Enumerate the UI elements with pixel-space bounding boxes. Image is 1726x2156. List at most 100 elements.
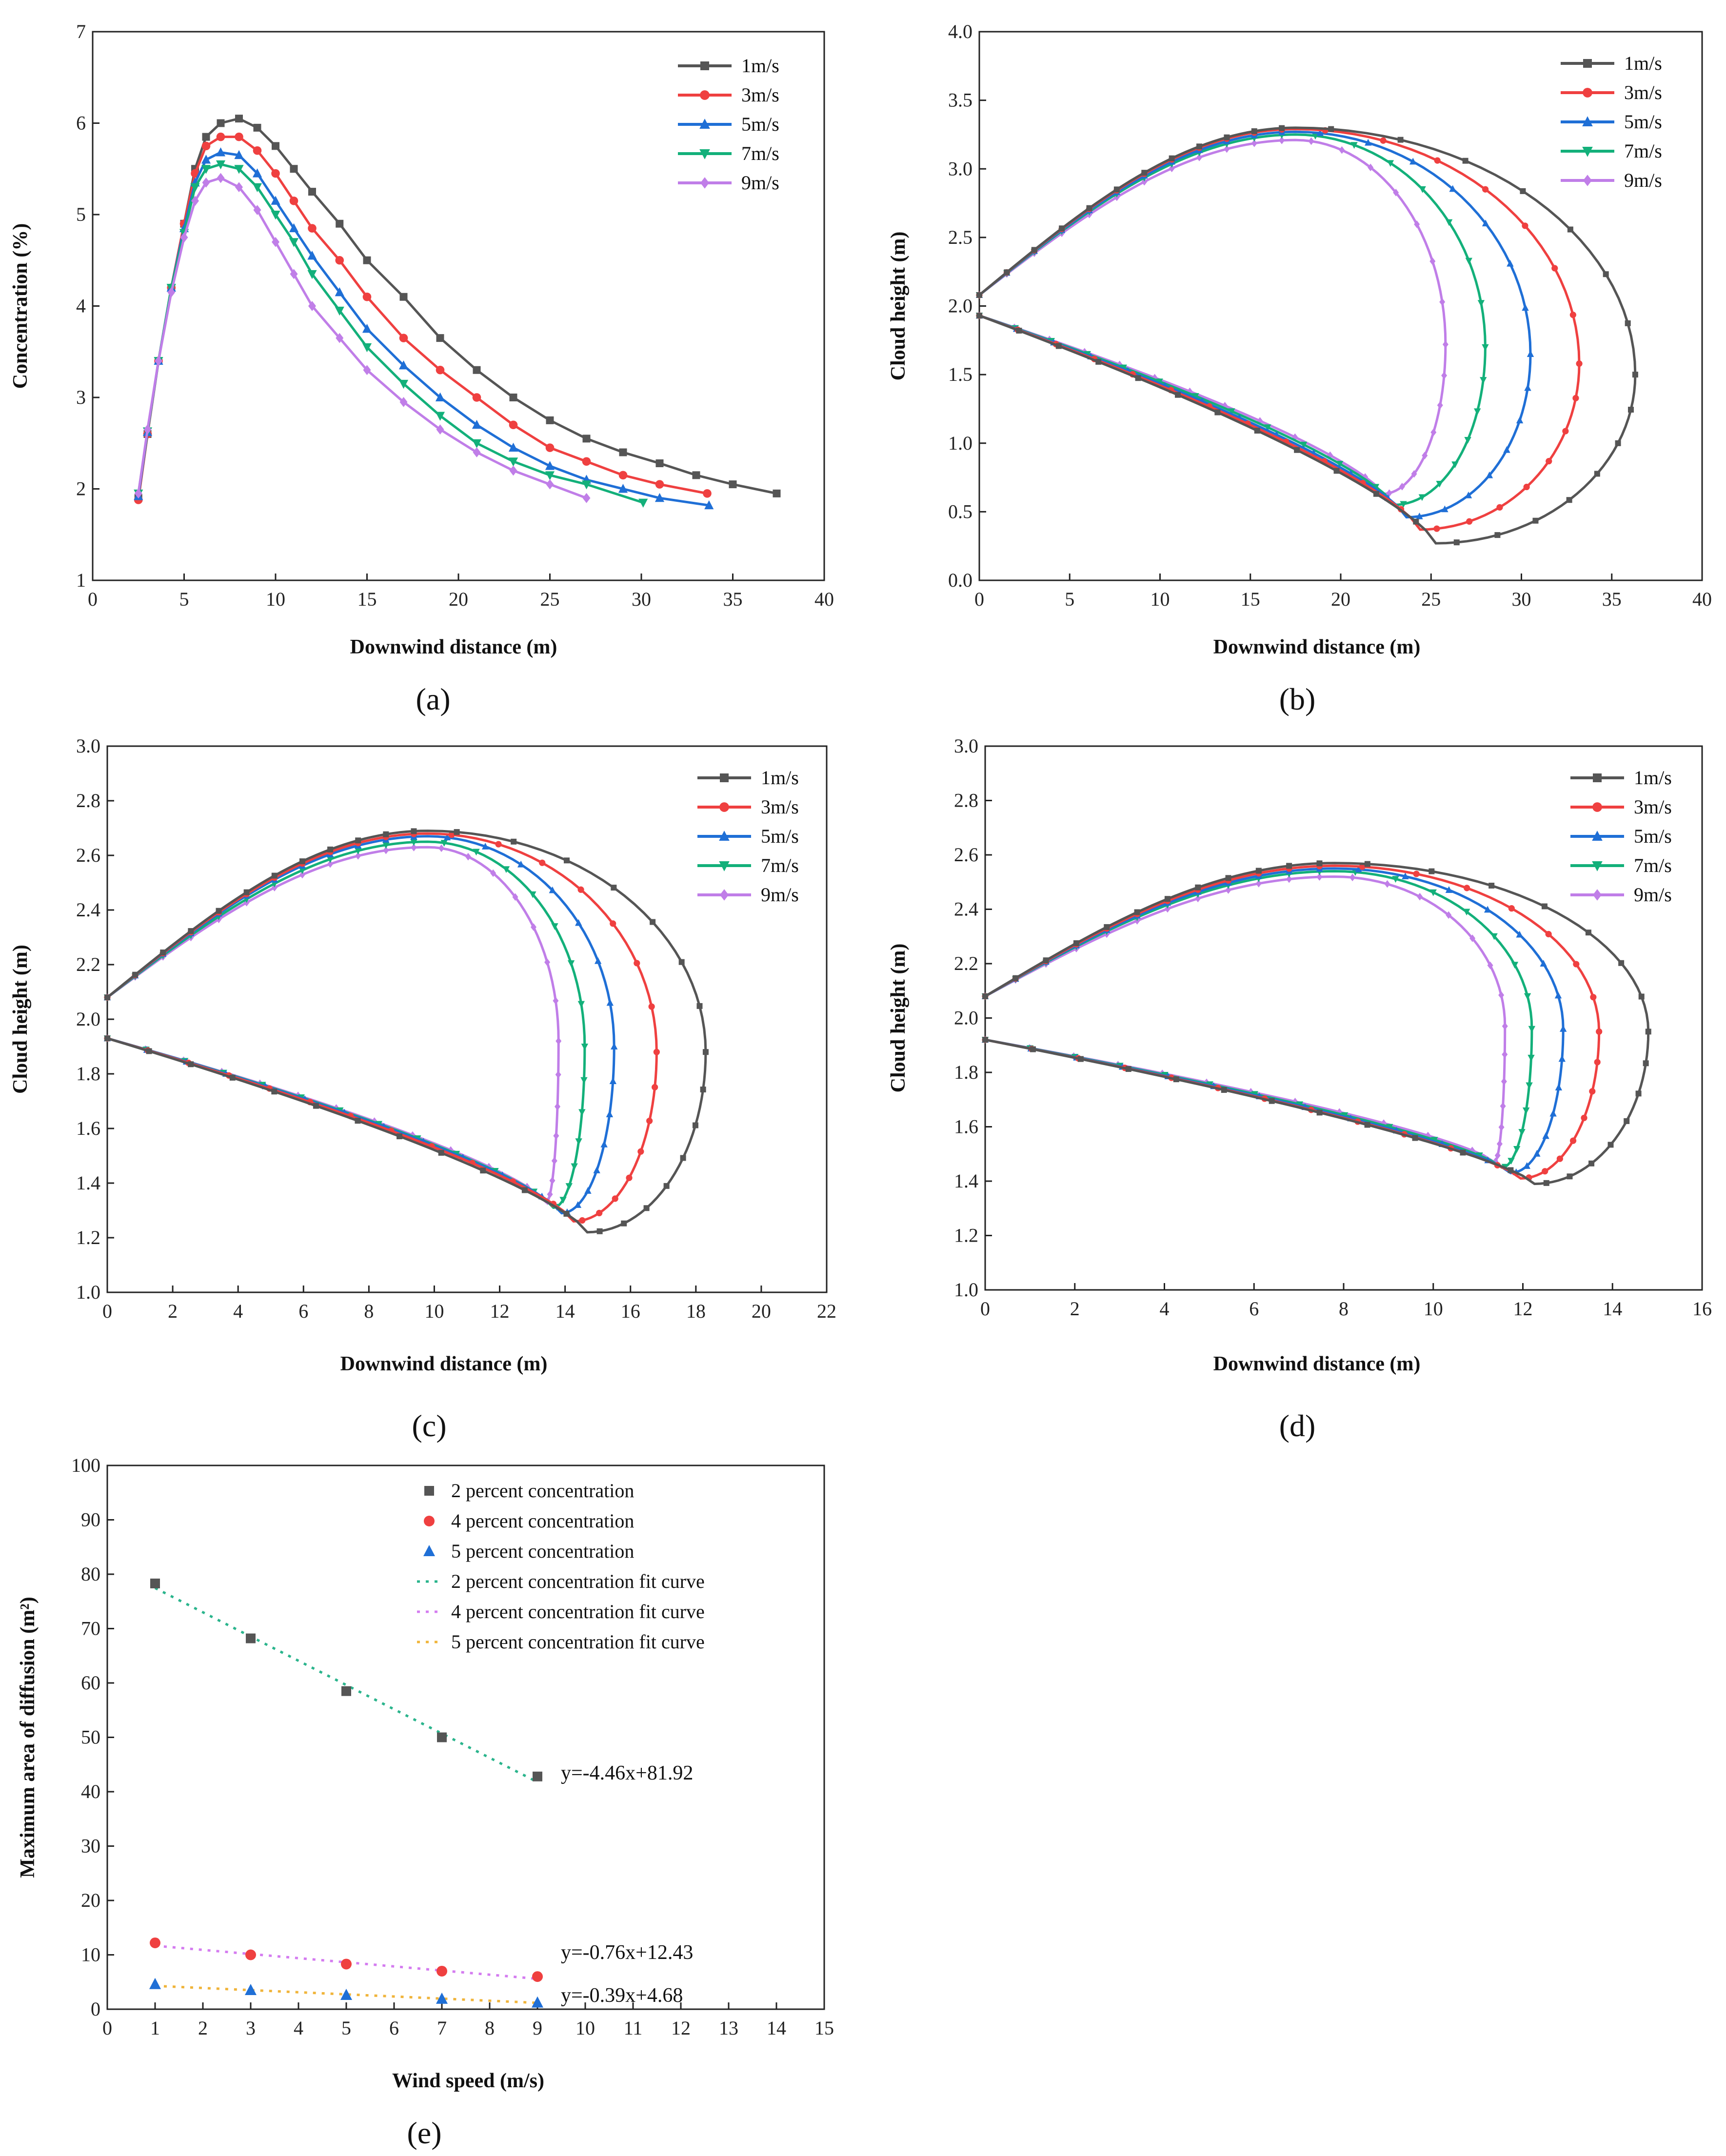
a-data-point xyxy=(618,484,628,493)
a-data-point xyxy=(307,270,317,279)
b-data-point xyxy=(1004,269,1010,276)
a-data-point xyxy=(618,471,628,480)
d-data-point xyxy=(1638,993,1645,1000)
b-data-point xyxy=(1465,257,1472,265)
b-data-point xyxy=(1399,483,1405,491)
c-y-tick-label: 1.4 xyxy=(76,1172,100,1194)
c-data-point xyxy=(547,1190,553,1198)
c-series-contour xyxy=(106,835,615,1215)
c-data-point xyxy=(188,928,194,934)
b-data-point xyxy=(1437,401,1443,409)
b-data-point xyxy=(1527,350,1534,357)
a-data-point xyxy=(308,224,317,233)
d-data-point xyxy=(1524,993,1531,1000)
b-y-tick-label: 0.5 xyxy=(948,500,972,522)
e-x-tick-label: 14 xyxy=(767,2017,786,2039)
e-x-tick-label: 8 xyxy=(485,2017,495,2039)
d-x-tick-label: 0 xyxy=(980,1298,990,1320)
b-data-point xyxy=(1430,428,1437,436)
c-data-point xyxy=(327,860,334,868)
d-data-point xyxy=(1248,1088,1254,1096)
a-data-point xyxy=(336,219,344,228)
a-data-point xyxy=(362,292,372,301)
b-data-point xyxy=(1413,518,1419,525)
d-data-point xyxy=(1469,1147,1475,1154)
d-data-point xyxy=(1164,905,1171,913)
c-data-point xyxy=(549,886,556,893)
b-data-point xyxy=(1254,428,1260,434)
b-x-tick-label: 30 xyxy=(1512,588,1531,610)
c-data-point xyxy=(577,1001,585,1008)
b-series-contour xyxy=(978,138,1447,495)
a-data-point xyxy=(729,480,737,489)
c-y-tick-label: 1.2 xyxy=(76,1226,100,1248)
c-data-point xyxy=(502,866,510,873)
c-data-point xyxy=(473,849,480,856)
d-data-point xyxy=(1567,1173,1573,1180)
b-data-point xyxy=(1494,532,1501,538)
a-data-point xyxy=(253,123,261,132)
d-data-point xyxy=(1134,909,1140,915)
a-legend-label: 1m/s xyxy=(741,55,779,77)
e-x-tick-label: 4 xyxy=(294,2017,303,2039)
b-data-point xyxy=(1576,360,1583,367)
a-x-tick-label: 30 xyxy=(632,588,651,610)
d-legend-marker xyxy=(1592,861,1603,871)
c-data-point xyxy=(544,958,551,966)
b-data-point xyxy=(1151,374,1158,382)
c-y-tick-label: 2.4 xyxy=(76,899,100,921)
c-legend-marker xyxy=(720,773,729,782)
b-data-point xyxy=(1451,461,1459,469)
b-data-point xyxy=(1316,129,1324,136)
c-data-point xyxy=(680,1155,686,1161)
a-legend-marker xyxy=(699,149,710,159)
b-data-point xyxy=(1169,164,1175,173)
a-data-point xyxy=(773,489,781,497)
a-data-point xyxy=(190,183,200,193)
e-data-point xyxy=(340,1989,352,2000)
d-y-tick-label: 2.2 xyxy=(954,952,978,974)
d-legend-marker xyxy=(1593,889,1602,901)
d-data-point xyxy=(1502,1050,1508,1058)
d-data-point xyxy=(1364,861,1370,867)
c-data-point xyxy=(495,841,502,848)
b-legend-marker xyxy=(1583,88,1592,98)
a-data-point xyxy=(545,443,555,452)
b-data-point xyxy=(1339,146,1345,154)
b-data-point xyxy=(1156,378,1163,386)
c-data-point xyxy=(551,1157,557,1165)
a-data-point xyxy=(473,447,481,457)
c-series-contour xyxy=(106,830,707,1234)
d-data-point xyxy=(1523,1162,1530,1169)
a-legend-marker xyxy=(699,119,710,129)
b-data-point xyxy=(1251,128,1257,135)
d-data-point xyxy=(1384,880,1390,888)
b-data-point xyxy=(1625,320,1631,326)
b-data-point xyxy=(1503,446,1510,453)
b-data-point xyxy=(1400,501,1407,508)
b-data-point xyxy=(1477,300,1485,307)
c-data-point xyxy=(626,1174,633,1181)
b-data-point xyxy=(1308,137,1314,145)
a-data-point xyxy=(134,488,142,499)
c-data-point xyxy=(634,960,640,967)
c-data-point xyxy=(480,1167,486,1174)
d-data-point xyxy=(1596,1028,1603,1035)
b-data-point xyxy=(1445,219,1453,226)
e-y-tick-label: 70 xyxy=(81,1618,100,1640)
c-data-point xyxy=(606,1110,614,1117)
b-y-tick-label: 1.5 xyxy=(948,363,972,385)
b-y-tick-label: 2.0 xyxy=(948,295,972,317)
a-data-point xyxy=(655,493,665,502)
d-data-point xyxy=(1508,1158,1515,1165)
e-x-tick-label: 1 xyxy=(150,2017,160,2039)
b-data-point xyxy=(1551,265,1558,272)
e-legend-label: 2 percent concentration xyxy=(451,1480,634,1502)
c-data-point xyxy=(438,844,445,852)
a-x-tick-label: 35 xyxy=(723,588,743,610)
e-legend-marker xyxy=(423,1545,435,1556)
d-data-point xyxy=(1043,957,1049,964)
b-data-point xyxy=(1615,440,1621,446)
d-legend-label: 3m/s xyxy=(1634,796,1672,818)
c-data-point xyxy=(188,1061,194,1068)
